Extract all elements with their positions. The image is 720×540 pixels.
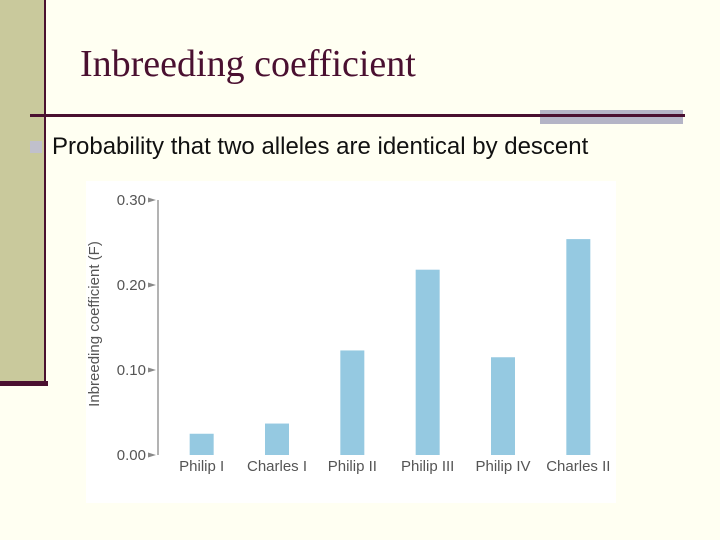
x-tick-label: Philip II [328, 458, 377, 475]
bullet-point: Probability that two alleles are identic… [30, 133, 588, 161]
y-tick-mark [148, 282, 156, 288]
bar-philip-i [189, 433, 214, 455]
title-divider [30, 114, 685, 117]
y-tick-mark [148, 367, 156, 373]
left-sidebar-strip [0, 0, 46, 384]
y-axis-label: Inbreeding coefficient (F) [86, 241, 103, 407]
y-axis: 0.00 0.10 0.20 0.30 [117, 192, 159, 464]
bar-philip-ii [340, 350, 365, 455]
bar-philip-iii [415, 269, 440, 455]
bar-charles-ii [566, 239, 591, 455]
y-tick-label: 0.20 [117, 277, 146, 294]
bars [189, 239, 591, 455]
y-tick-label: 0.10 [117, 362, 146, 379]
bullet-square-icon [30, 141, 42, 153]
y-tick-mark [148, 197, 156, 203]
inbreeding-bar-chart: 0.000.100.200.30 Philip I Charles I Philip… [86, 192, 610, 475]
bar-charles-i [265, 423, 289, 455]
bar-philip-iv [491, 357, 515, 455]
x-tick-label: Charles II [546, 458, 610, 475]
x-tick-label: Charles I [247, 458, 307, 475]
bullet-text: Probability that two alleles are identic… [52, 133, 589, 160]
y-tick-label: 0.30 [117, 192, 146, 209]
slide-title: Inbreeding coefficient [80, 43, 416, 85]
y-tick-mark [148, 452, 156, 458]
chart-panel: 0.00 0.10 0.20 0.30 Philip I Charles I Philip… [86, 181, 616, 503]
x-tick-label: Philip IV [475, 458, 530, 475]
x-axis-labels: Philip I Charles I Philip II Philip III Phil… [179, 458, 610, 475]
x-tick-label: Philip I [179, 458, 224, 475]
y-tick-label: 0.00 [117, 447, 146, 464]
title-rule-accent [540, 110, 683, 124]
left-strip-underline [0, 381, 48, 386]
x-tick-label: Philip III [401, 458, 454, 475]
